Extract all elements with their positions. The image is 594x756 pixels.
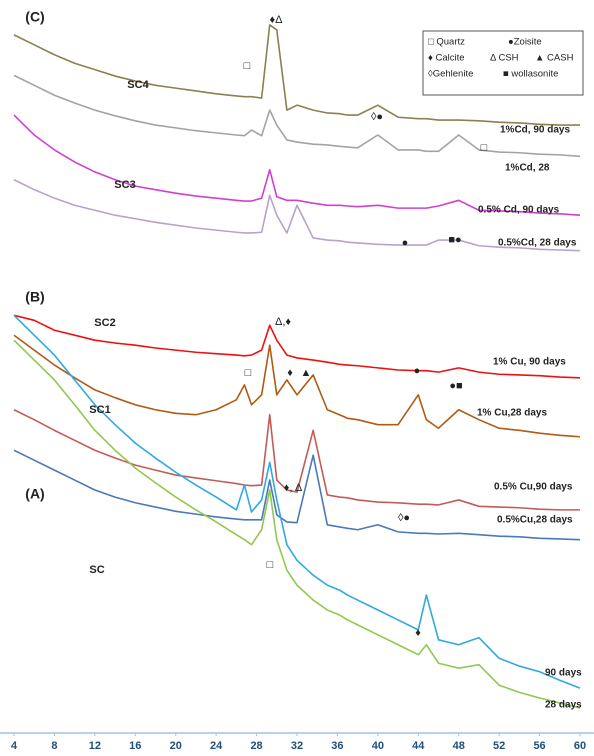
series-label: 1% Cu, 90 days	[493, 357, 566, 368]
peak-symbol: ♦	[287, 367, 293, 379]
x-tick-label: 32	[291, 740, 303, 752]
xrd-trace	[13, 339, 581, 709]
panel-label: SC	[89, 564, 104, 576]
x-tick-label: 8	[51, 740, 57, 752]
series-label: 0.5% Cd, 90 days	[478, 205, 560, 216]
peak-symbol: ■●	[448, 234, 461, 246]
symbol-key-item: ◊Gehlenite	[428, 69, 473, 80]
panel-label: SC4	[127, 79, 149, 91]
panel-label: (B)	[25, 289, 44, 305]
peak-symbol: □	[244, 60, 251, 72]
symbol-key-item: □ Quartz	[428, 37, 465, 48]
symbol-key-item: ■ wollasonite	[503, 69, 558, 80]
panel-label: SC1	[89, 404, 110, 416]
peak-symbol: ♦	[415, 627, 421, 639]
series-label: 0.5%Cd, 28 days	[498, 238, 577, 249]
symbol-key-box	[422, 30, 584, 96]
x-tick-label: 56	[533, 740, 545, 752]
x-tick-label: 12	[89, 740, 101, 752]
peak-symbol: ●	[414, 365, 421, 377]
series-label: 0.5%Cu,28 days	[497, 515, 573, 526]
xrd-trace	[13, 24, 580, 126]
xrd-trace	[13, 409, 580, 511]
x-tick-label: 44	[412, 740, 425, 752]
x-tick-label: 24	[210, 740, 223, 752]
series-label: 1%Cd, 90 days	[500, 125, 570, 136]
xrd-trace	[13, 74, 581, 158]
x-tick-label: 60	[574, 740, 586, 752]
panel-label: SC3	[114, 179, 135, 191]
xrd-trace	[13, 314, 581, 379]
series-label: 90 days	[545, 668, 582, 679]
peak-symbol: ◊●	[398, 512, 410, 524]
xrd-trace	[13, 334, 581, 438]
x-tick-label: 20	[170, 740, 182, 752]
x-tick-label: 28	[250, 740, 262, 752]
x-tick-label: 4	[11, 740, 18, 752]
x-tick-label: 36	[331, 740, 343, 752]
x-tick-label: 16	[129, 740, 141, 752]
peak-symbol: ♦, Δ	[284, 482, 303, 494]
xrd-trace	[13, 314, 581, 689]
peak-symbol: □	[267, 559, 274, 571]
x-tick-label: 48	[453, 740, 465, 752]
xrd-trace	[13, 114, 581, 217]
peak-symbol: ●	[402, 237, 409, 249]
peak-symbol: ◊●	[371, 111, 383, 123]
series-label: 1%Cd, 28	[505, 163, 550, 174]
series-label: 28 days	[545, 700, 582, 711]
panel-label: (A)	[25, 486, 44, 502]
xrd-trace	[13, 179, 581, 252]
symbol-key-item: ●Zoisite	[508, 37, 542, 48]
peak-symbol: □	[245, 367, 252, 379]
peak-symbol: □	[481, 142, 488, 154]
xrd-trace	[13, 449, 581, 541]
symbol-key-item: ♦ Calcite	[428, 53, 465, 64]
series-label: 1% Cu,28 days	[477, 408, 547, 419]
peak-symbol: ▲	[301, 367, 312, 379]
panel-label: (C)	[25, 9, 44, 25]
peak-symbol: ●■	[449, 380, 462, 392]
symbol-key-item: ▲ CASH	[535, 53, 574, 64]
symbol-key-item: Δ CSH	[490, 53, 519, 64]
panel-label: SC2	[94, 317, 115, 329]
x-tick-label: 40	[372, 740, 384, 752]
x-tick-label: 52	[493, 740, 505, 752]
peak-symbol: Δ,♦	[275, 316, 291, 328]
series-label: 0.5% Cu,90 days	[494, 482, 573, 493]
peak-symbol: ♦Δ	[270, 14, 284, 26]
